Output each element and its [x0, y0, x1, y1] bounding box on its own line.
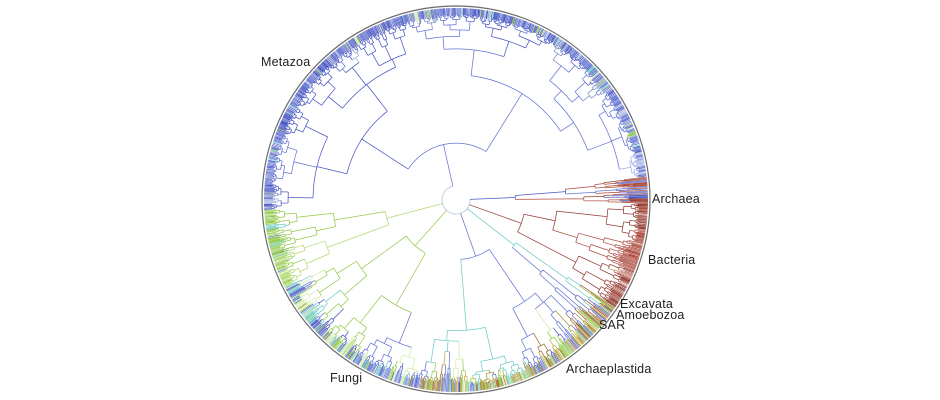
label-archaeplastida: Archaeplastida: [566, 362, 652, 376]
tree-outline-circle: [261, 5, 651, 395]
label-amoebozoa: Amoebozoa: [616, 308, 685, 322]
tree-branches: [263, 7, 649, 393]
label-bacteria: Bacteria: [648, 253, 696, 267]
label-sar: SAR: [599, 318, 626, 332]
label-metazoa: Metazoa: [261, 55, 311, 69]
label-fungi: Fungi: [330, 371, 363, 385]
label-archaea: Archaea: [652, 192, 700, 206]
label-excavata: Excavata: [620, 297, 674, 311]
